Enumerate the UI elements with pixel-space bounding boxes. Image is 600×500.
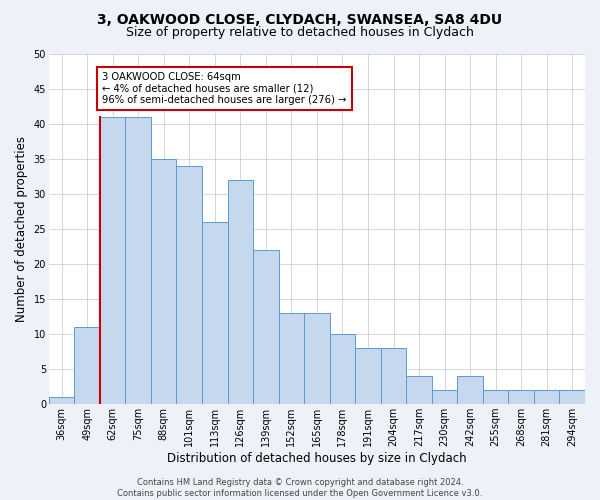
Bar [202, 222, 227, 404]
Bar [483, 390, 508, 404]
Bar [74, 327, 100, 404]
Bar [278, 313, 304, 404]
Y-axis label: Number of detached properties: Number of detached properties [15, 136, 28, 322]
Bar [329, 334, 355, 404]
Text: Size of property relative to detached houses in Clydach: Size of property relative to detached ho… [126, 26, 474, 39]
Bar [304, 313, 329, 404]
Bar [432, 390, 457, 404]
Bar [534, 390, 559, 404]
Text: 3 OAKWOOD CLOSE: 64sqm
← 4% of detached houses are smaller (12)
96% of semi-deta: 3 OAKWOOD CLOSE: 64sqm ← 4% of detached … [103, 72, 347, 104]
Text: 3, OAKWOOD CLOSE, CLYDACH, SWANSEA, SA8 4DU: 3, OAKWOOD CLOSE, CLYDACH, SWANSEA, SA8 … [97, 12, 503, 26]
Bar [559, 390, 585, 404]
Bar [49, 397, 74, 404]
Bar [227, 180, 253, 404]
X-axis label: Distribution of detached houses by size in Clydach: Distribution of detached houses by size … [167, 452, 467, 465]
Text: Contains HM Land Registry data © Crown copyright and database right 2024.
Contai: Contains HM Land Registry data © Crown c… [118, 478, 482, 498]
Bar [253, 250, 278, 404]
Bar [355, 348, 381, 404]
Bar [508, 390, 534, 404]
Bar [125, 117, 151, 404]
Bar [100, 117, 125, 404]
Bar [176, 166, 202, 404]
Bar [381, 348, 406, 404]
Bar [457, 376, 483, 404]
Bar [151, 159, 176, 404]
Bar [406, 376, 432, 404]
